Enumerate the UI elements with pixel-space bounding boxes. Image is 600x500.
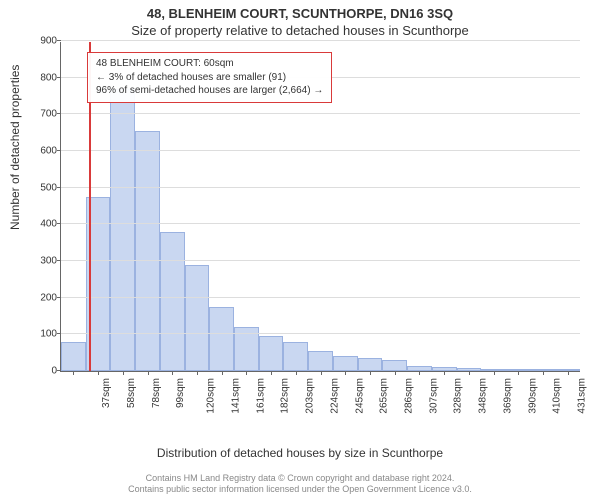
y-tick-label: 800 [31,72,57,83]
page-title-desc: Size of property relative to detached ho… [0,21,600,42]
histogram-bar [308,351,333,371]
x-tick-mark [395,371,396,375]
annotation-line: 48 BLENHEIM COURT: 60sqm [96,57,323,71]
y-tick-label: 300 [31,256,57,267]
gridline [61,297,580,298]
footer-line: Contains HM Land Registry data © Crown c… [0,473,600,485]
footer-line: Contains public sector information licen… [0,484,600,496]
y-tick-mark [57,297,61,298]
x-tick-mark [148,371,149,375]
x-tick-label: 328sqm [453,378,464,414]
x-tick-label: 161sqm [255,378,266,414]
x-tick-label: 78sqm [151,378,162,408]
gridline [61,113,580,114]
y-tick-mark [57,113,61,114]
gridline [61,40,580,41]
y-tick-mark [57,370,61,371]
y-tick-mark [57,40,61,41]
y-tick-mark [57,77,61,78]
x-tick-mark [197,371,198,375]
x-tick-label: 369sqm [502,378,513,414]
x-tick-mark [419,371,420,375]
histogram-bar [160,232,185,371]
y-tick-mark [57,150,61,151]
x-tick-mark [321,371,322,375]
gridline [61,150,580,151]
chart-area: 48 BLENHEIM COURT: 60sqm ← 3% of detache… [60,42,580,402]
histogram-bar [283,342,308,371]
gridline [61,333,580,334]
x-tick-label: 203sqm [305,378,316,414]
histogram-bar [135,131,160,371]
x-tick-mark [98,371,99,375]
annotation-line: ← 3% of detached houses are smaller (91) [96,71,323,85]
annotation-line: 96% of semi-detached houses are larger (… [96,84,323,98]
x-tick-mark [518,371,519,375]
histogram-bar [333,356,358,371]
y-tick-mark [57,333,61,334]
x-tick-label: 390sqm [527,378,538,414]
y-tick-label: 700 [31,109,57,120]
x-tick-mark [370,371,371,375]
x-tick-label: 37sqm [101,378,112,408]
y-tick-mark [57,223,61,224]
x-tick-mark [172,371,173,375]
x-tick-mark [246,371,247,375]
y-tick-label: 600 [31,146,57,157]
y-tick-mark [57,260,61,261]
x-tick-label: 431sqm [577,378,588,414]
gridline [61,223,580,224]
plot-area: 48 BLENHEIM COURT: 60sqm ← 3% of detache… [60,42,580,372]
histogram-bar [61,342,86,371]
histogram-bar [185,265,210,371]
histogram-bar [259,336,284,371]
x-tick-label: 99sqm [176,378,187,408]
gridline [61,260,580,261]
page-title-address: 48, BLENHEIM COURT, SCUNTHORPE, DN16 3SQ [0,0,600,21]
y-tick-label: 100 [31,329,57,340]
y-tick-label: 400 [31,219,57,230]
x-tick-mark [543,371,544,375]
y-tick-label: 200 [31,292,57,303]
x-tick-label: 224sqm [329,378,340,414]
x-tick-mark [469,371,470,375]
x-axis-label: Distribution of detached houses by size … [0,446,600,460]
histogram-bar [358,358,383,371]
x-tick-label: 410sqm [552,378,563,414]
y-tick-label: 500 [31,182,57,193]
x-tick-mark [73,371,74,375]
x-tick-label: 348sqm [478,378,489,414]
histogram-bar [382,360,407,371]
x-tick-mark [271,371,272,375]
x-tick-mark [568,371,569,375]
x-tick-label: 58sqm [126,378,137,408]
y-tick-label: 900 [31,36,57,47]
y-tick-label: 0 [31,366,57,377]
x-tick-mark [444,371,445,375]
footer-attribution: Contains HM Land Registry data © Crown c… [0,473,600,496]
annotation-box: 48 BLENHEIM COURT: 60sqm ← 3% of detache… [87,52,332,103]
x-tick-label: 286sqm [404,378,415,414]
y-tick-mark [57,187,61,188]
histogram-bar [209,307,234,371]
x-tick-label: 307sqm [428,378,439,414]
x-tick-mark [345,371,346,375]
gridline [61,187,580,188]
x-tick-mark [222,371,223,375]
y-axis-label: Number of detached properties [8,65,22,230]
x-tick-label: 120sqm [206,378,217,414]
x-tick-mark [494,371,495,375]
x-tick-mark [296,371,297,375]
x-tick-label: 182sqm [280,378,291,414]
x-tick-mark [123,371,124,375]
x-tick-label: 141sqm [231,378,242,414]
histogram-bar [110,89,135,371]
x-tick-label: 265sqm [379,378,390,414]
x-tick-label: 245sqm [354,378,365,414]
